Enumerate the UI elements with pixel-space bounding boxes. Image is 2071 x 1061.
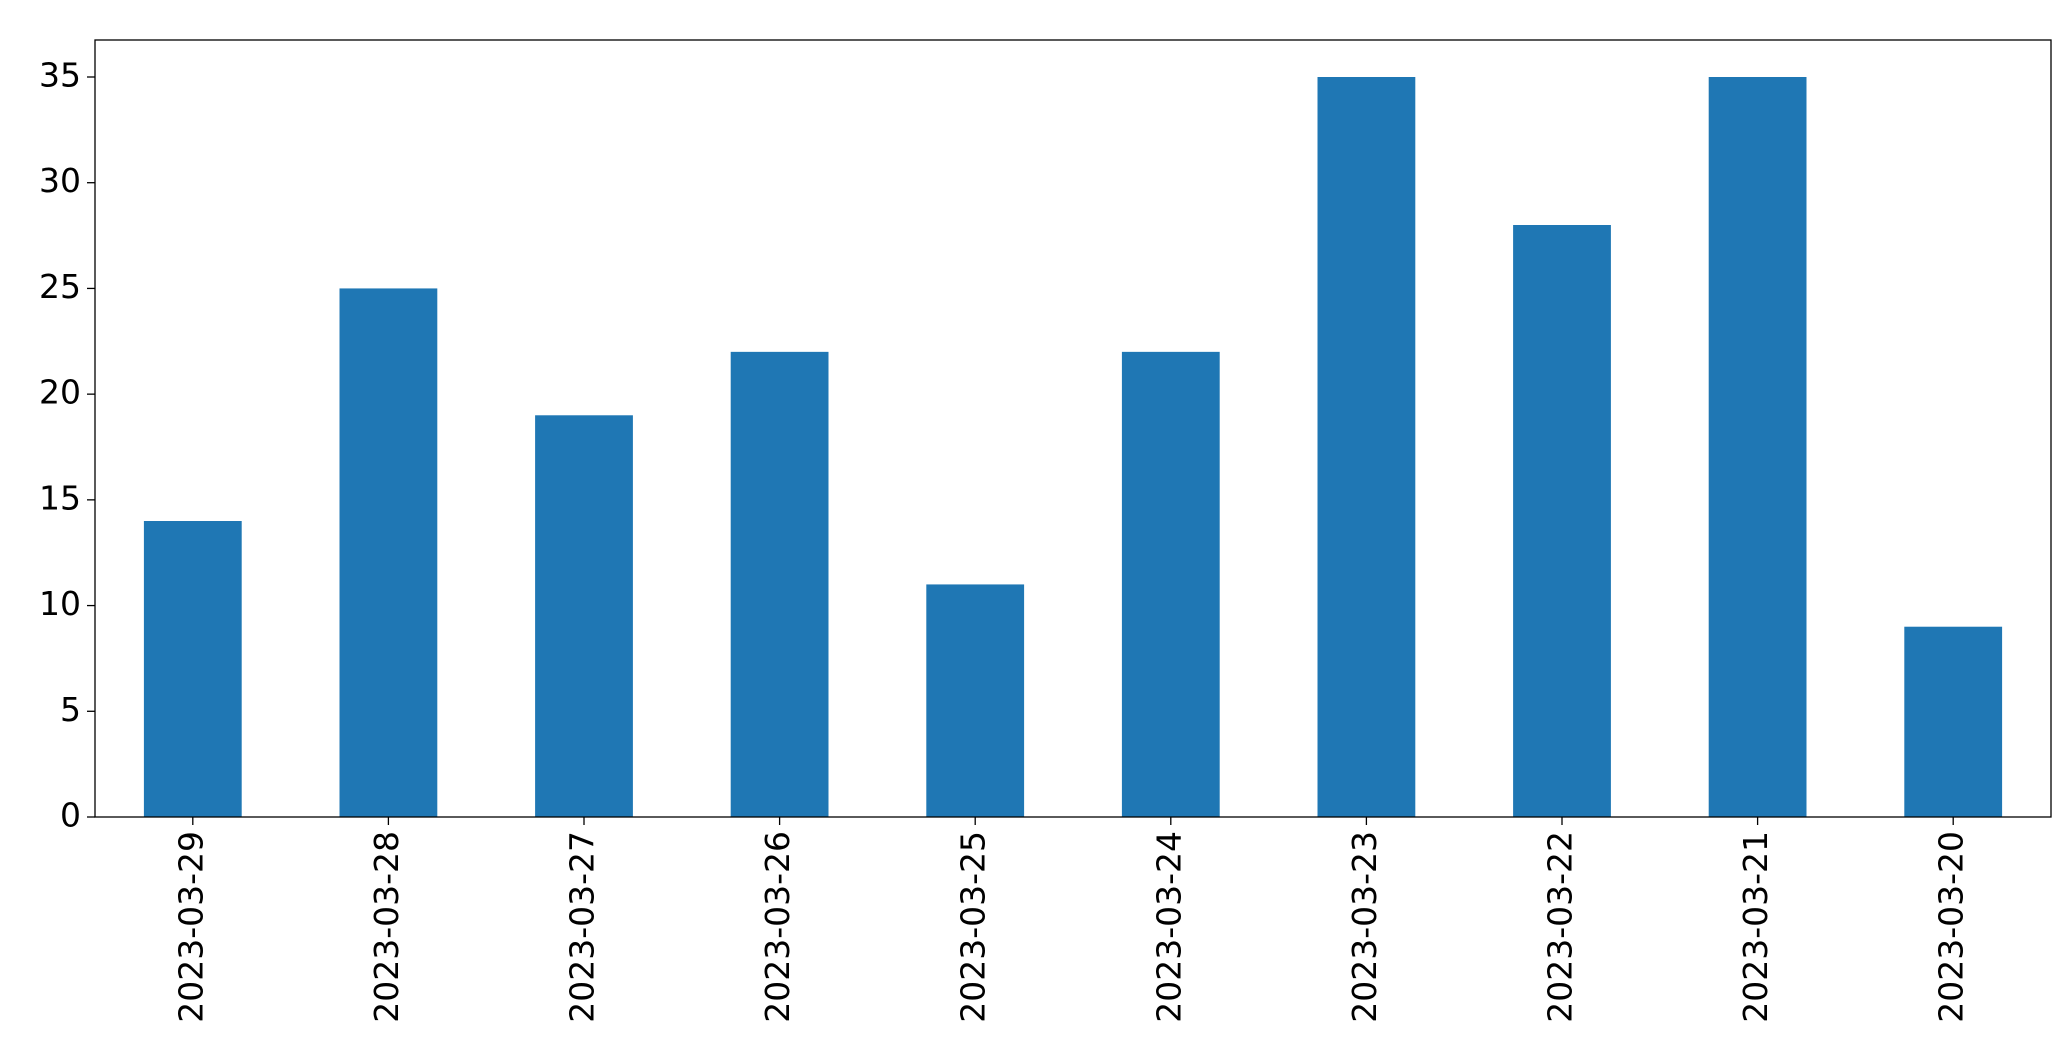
y-tick-label: 30 <box>39 161 81 200</box>
y-tick-label: 20 <box>39 373 81 412</box>
x-tick-label: 2023-03-29 <box>171 831 210 1023</box>
x-tick-label: 2023-03-25 <box>954 831 993 1023</box>
y-tick-label: 10 <box>39 584 81 623</box>
bar <box>1513 225 1611 817</box>
y-tick-label: 15 <box>39 478 81 517</box>
bar <box>535 415 633 817</box>
x-tick-label: 2023-03-28 <box>367 831 406 1023</box>
x-tick-label: 2023-03-27 <box>563 831 602 1023</box>
bar <box>143 521 242 817</box>
x-tick-label: 2023-03-22 <box>1541 831 1580 1023</box>
bar <box>926 584 1025 817</box>
plot-frame <box>94 39 2052 818</box>
y-tick-label: 0 <box>60 796 81 835</box>
x-tick-label: 2023-03-26 <box>758 831 797 1023</box>
x-tick-label: 2023-03-21 <box>1736 831 1775 1023</box>
bar <box>1904 626 2003 817</box>
bar <box>730 351 829 817</box>
bar <box>339 288 438 817</box>
y-tick-label: 25 <box>39 267 81 306</box>
x-tick-label: 2023-03-23 <box>1345 831 1384 1023</box>
x-tick-label: 2023-03-24 <box>1149 831 1188 1023</box>
bar <box>1317 77 1416 817</box>
y-tick-label: 35 <box>39 56 81 95</box>
x-tick-label: 2023-03-20 <box>1932 831 1971 1023</box>
bar <box>1708 77 1807 817</box>
y-tick-label: 5 <box>60 690 81 729</box>
bar <box>1121 351 1220 817</box>
